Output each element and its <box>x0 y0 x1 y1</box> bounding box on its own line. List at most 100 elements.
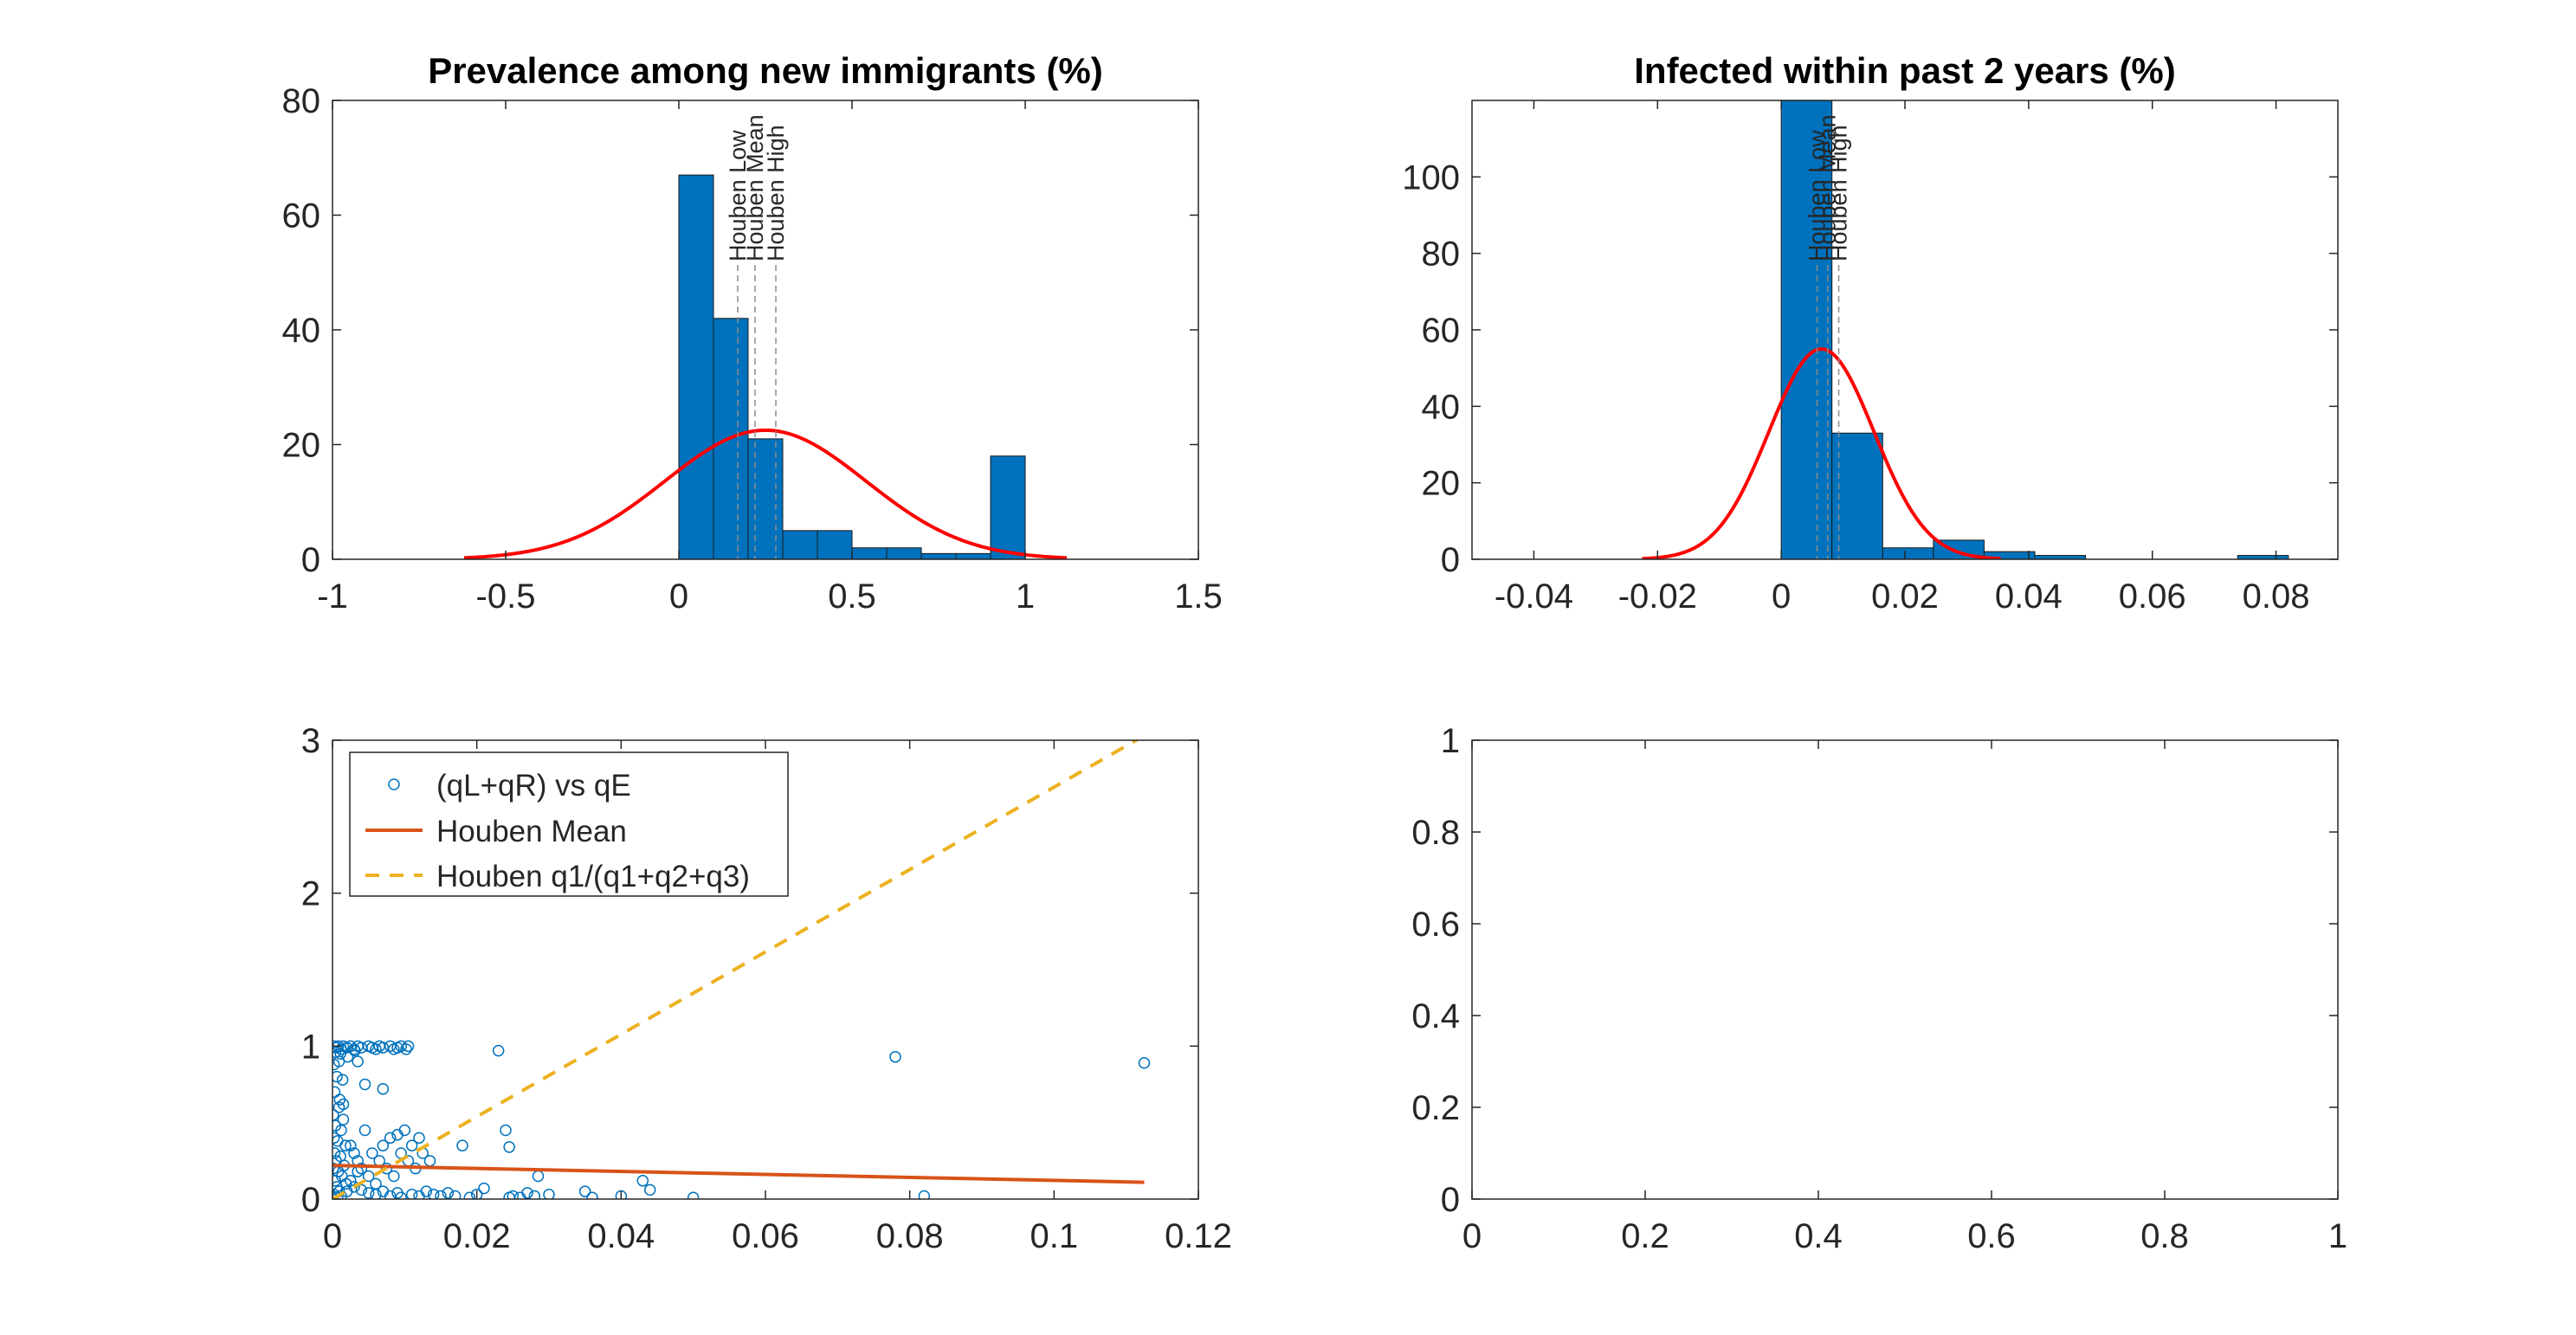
scatter-point <box>413 1190 425 1199</box>
histogram-bar <box>1831 432 1883 559</box>
scatter-point <box>395 1191 407 1199</box>
scatter-point <box>500 1124 512 1137</box>
scatter-point <box>358 1078 371 1091</box>
scatter-point <box>423 1155 436 1167</box>
x-tick-label: 0.08 <box>876 1217 944 1255</box>
houben-ratio-line <box>332 740 1140 1199</box>
x-tick-label: 1.5 <box>1174 577 1223 616</box>
x-tick-label: 0.02 <box>1871 577 1939 616</box>
plot-area <box>1642 100 2289 559</box>
scatter-point <box>405 1139 418 1151</box>
scatter-point <box>337 1113 350 1125</box>
y-tick-label: 1 <box>1441 722 1460 760</box>
normal-fit-curve <box>1642 347 2001 559</box>
scatter-point <box>543 1188 555 1199</box>
scatter-point <box>332 1086 341 1099</box>
scatter-point <box>370 1188 382 1199</box>
y-tick-label: 2 <box>301 875 320 913</box>
plot-area <box>463 174 1068 559</box>
y-tick-label: 60 <box>282 197 321 235</box>
y-tick-label: 0.6 <box>1411 906 1460 944</box>
scatter-point <box>355 1042 368 1054</box>
scatter-point <box>336 1074 349 1086</box>
scatter-point <box>348 1181 360 1193</box>
y-tick-label: 0 <box>1441 541 1460 579</box>
scatter-point <box>332 1132 340 1145</box>
scatter-point <box>358 1124 371 1137</box>
y-tick-label: 80 <box>282 82 321 120</box>
scatter-point <box>521 1187 533 1199</box>
legend: (qL+qR) vs qE Houben Mean Houben q1/(q1+q2… <box>349 751 789 897</box>
houben-marker-label: Houben High <box>1826 125 1852 261</box>
scatter-point <box>687 1191 700 1199</box>
x-tick-label: 0.12 <box>1165 1217 1232 1255</box>
scatter-point <box>362 1170 375 1183</box>
x-tick-label: 0.5 <box>828 577 876 616</box>
chart-title: Prevalence among new immigrants (%) <box>428 50 1103 91</box>
scatter-point <box>1138 1057 1151 1069</box>
legend-entry: Houben Mean <box>436 815 627 848</box>
x-tick-label: 0.4 <box>1794 1217 1843 1255</box>
y-tick-label: 40 <box>1422 388 1461 426</box>
y-tick-label: 0.4 <box>1411 997 1460 1035</box>
scatter-point <box>528 1190 541 1199</box>
scatter-point <box>332 1175 342 1187</box>
histogram-bar <box>990 455 1026 559</box>
scatter-point <box>332 1109 339 1121</box>
scatter-point <box>339 1139 352 1151</box>
scatter-point <box>532 1170 545 1183</box>
scatter-point <box>349 1044 361 1057</box>
histogram-bar <box>886 547 922 559</box>
y-tick-label: 60 <box>1422 312 1461 350</box>
plot-area <box>332 740 1151 1199</box>
legend-box <box>349 751 789 897</box>
y-tick-label: 0.8 <box>1411 814 1460 852</box>
houben-marker-label: Houben Mean <box>1815 114 1841 261</box>
scatter-point <box>337 1098 350 1111</box>
scatter-point <box>335 1124 347 1137</box>
scatter-point <box>388 1170 400 1183</box>
scatter-point <box>334 1048 346 1060</box>
scatter-point <box>400 1043 412 1055</box>
legend-entry: Houben q1/(q1+q2+q3) <box>436 860 750 893</box>
histogram-bar <box>678 174 714 559</box>
normal-fit-curve <box>463 428 1068 559</box>
scatter-point <box>332 1055 345 1067</box>
scatter-point <box>345 1139 357 1151</box>
scatter-point <box>492 1044 505 1057</box>
scatter-point <box>332 1191 344 1199</box>
panel-scatter: 0 0.02 0.04 0.06 0.08 0.1 0.12 0 1 2 3 (qL+qR) vs q… <box>301 722 1232 1255</box>
y-tick-label: 100 <box>1402 158 1460 197</box>
histogram-bar <box>782 530 818 559</box>
histogram-bar <box>851 547 888 559</box>
y-tick-label: 0 <box>1441 1181 1460 1219</box>
y-tick-label: 0 <box>301 1181 320 1219</box>
y-tick-label: 0 <box>301 541 320 579</box>
scatter-point <box>345 1175 357 1187</box>
scatter-point <box>348 1147 360 1159</box>
scatter-point <box>427 1188 440 1199</box>
scatter-point <box>643 1183 656 1196</box>
histogram-bar <box>920 552 957 559</box>
houben-marker-label: Houben Mean <box>742 114 768 261</box>
x-tick-label: -1 <box>317 577 348 616</box>
houben-marker-label: Houben Low <box>725 130 751 261</box>
x-tick-label: 1 <box>1016 577 1035 616</box>
scatter-point <box>332 1070 343 1083</box>
x-tick-label: -0.04 <box>1495 577 1573 616</box>
y-tick-label: 80 <box>1422 235 1461 274</box>
y-tick-label: 40 <box>282 312 321 350</box>
y-tick-label: 20 <box>1422 465 1461 503</box>
x-tick-label: 0.04 <box>587 1217 655 1255</box>
x-tick-label: 0 <box>1462 1217 1482 1255</box>
scatter-point <box>377 1083 390 1095</box>
x-tick-label: 0.06 <box>732 1217 799 1255</box>
scatter-point <box>370 1043 382 1055</box>
scatter-point <box>405 1188 418 1199</box>
scatter-point <box>366 1147 378 1159</box>
scatter-point <box>355 1162 368 1175</box>
scatter-point <box>352 1055 364 1067</box>
histogram-bar <box>1882 547 1934 559</box>
scatter-point <box>332 1147 341 1159</box>
